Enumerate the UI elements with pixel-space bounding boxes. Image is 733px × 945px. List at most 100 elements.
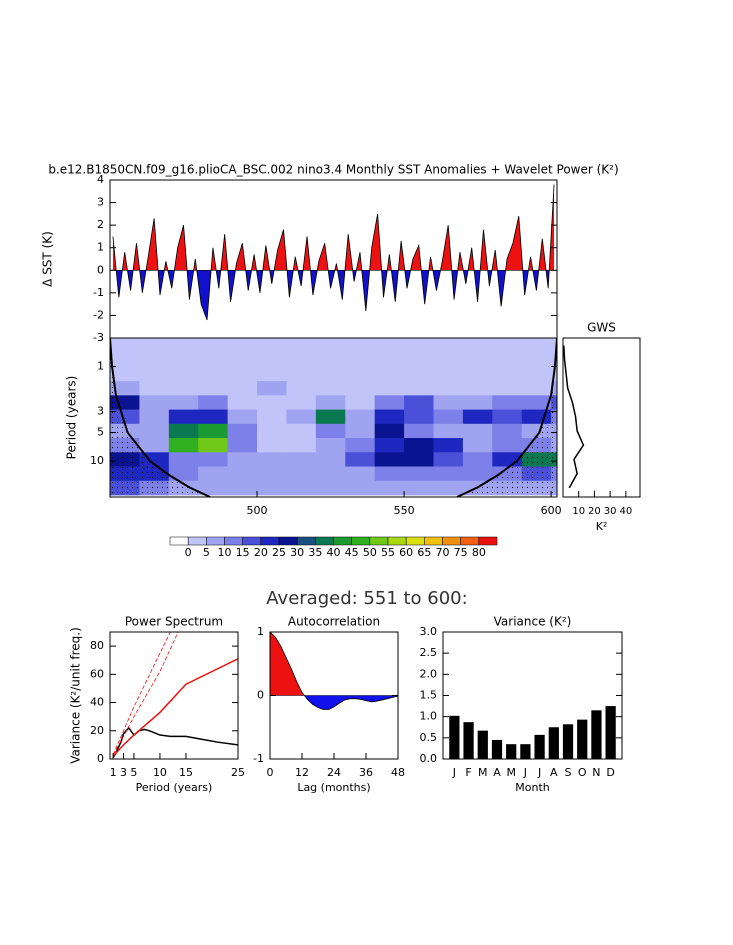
power-cell [257, 352, 287, 368]
power-cell [257, 423, 287, 439]
power-cell [227, 338, 258, 354]
power-cell [521, 366, 552, 382]
power-cell [462, 381, 493, 396]
power-cell [492, 352, 523, 368]
x-tick-label: 10 [153, 766, 167, 779]
power-cell [374, 452, 405, 468]
power-cell [345, 452, 376, 468]
power-cell [168, 452, 199, 468]
y-tick-label: -3 [93, 331, 104, 344]
power-cell [286, 352, 317, 368]
power-cell [492, 338, 523, 354]
power-cell [315, 395, 346, 411]
y-axis-label: Variance (K²/unit freq.) [69, 627, 83, 764]
power-cell [257, 452, 287, 468]
power-cell [168, 409, 199, 425]
coi-line [110, 338, 211, 497]
x-tick-label: 24 [327, 766, 341, 779]
colorbar-label: 70 [436, 546, 450, 559]
power-cell [110, 338, 140, 354]
x-tick-label: 10 [572, 506, 585, 517]
power-cell [345, 423, 376, 439]
power-cell [345, 381, 376, 396]
power-cell [257, 381, 287, 396]
y-tick-label: 40 [90, 696, 104, 709]
positive-area [112, 184, 555, 271]
power-cell [139, 338, 170, 354]
power-cell [374, 338, 405, 354]
x-axis-label: Lag (months) [297, 781, 370, 794]
x-tick-label: J [452, 766, 456, 779]
colorbar-label: 15 [236, 546, 250, 559]
power-cell [345, 395, 376, 411]
power-cell [257, 338, 287, 354]
x-tick-label: N [592, 766, 600, 779]
power-cell [257, 395, 287, 411]
power-cell [404, 352, 434, 368]
power-cell [404, 466, 434, 482]
power-cell [462, 423, 493, 439]
colorbar-label: 65 [417, 546, 431, 559]
power-cell [257, 480, 287, 496]
power-cell [168, 381, 199, 396]
power-cell [227, 438, 258, 453]
power-cell [462, 352, 493, 368]
power-cell [374, 480, 405, 496]
power-cell [286, 409, 317, 425]
x-tick-label: M [478, 766, 488, 779]
power-cell [404, 438, 434, 453]
power-cell [286, 395, 317, 411]
power-cell [198, 352, 229, 368]
power-cell [286, 452, 317, 468]
power-cell [198, 452, 229, 468]
power-cell [521, 381, 552, 396]
colorbar-label: 20 [254, 546, 268, 559]
power-cell [462, 338, 493, 354]
power-cell [374, 352, 405, 368]
power-cell [227, 452, 258, 468]
bar [591, 710, 602, 759]
power-cell [227, 395, 258, 411]
power-cell [168, 395, 199, 411]
power-cell [462, 395, 493, 411]
power-cell [257, 409, 287, 425]
colorbar-box [442, 536, 461, 546]
power-cell [433, 452, 464, 468]
power-cell [315, 423, 346, 439]
colorbar-box [260, 536, 280, 546]
bar [548, 727, 559, 759]
power-cell [492, 438, 523, 453]
y-tick-label: 1.5 [420, 689, 438, 702]
power-cell [433, 381, 464, 396]
colorbar-label: 40 [327, 546, 341, 559]
power-cell [315, 480, 346, 496]
colorbar-box [424, 536, 443, 546]
negative-area [112, 270, 555, 320]
x-tick-label: 500 [247, 504, 268, 517]
power-cell [345, 409, 376, 425]
x-tick-label: 30 [604, 506, 617, 517]
colorbar-label: 30 [290, 546, 304, 559]
colorbar-box [224, 536, 243, 546]
power-cell [198, 423, 229, 439]
section-title: Averaged: 551 to 600: [266, 588, 467, 609]
power-cell [345, 480, 376, 496]
power-cell [374, 438, 405, 453]
x-axis-label: Month [515, 781, 550, 794]
power-cell [110, 352, 140, 368]
power-cell [315, 466, 346, 482]
y-axis-label: Δ SST (K) [41, 231, 55, 287]
power-cell [315, 381, 346, 396]
power-cell [198, 366, 229, 382]
series-line [112, 632, 179, 755]
power-cell [374, 395, 405, 411]
bar [463, 722, 474, 759]
bar [491, 739, 503, 759]
x-axis-label: Period (years) [136, 781, 213, 794]
colorbar-label: 55 [381, 546, 395, 559]
power-cell [345, 366, 376, 382]
power-cell [433, 466, 464, 482]
y-tick-label: 80 [90, 639, 104, 652]
power-cell [227, 466, 258, 482]
power-cell [551, 352, 557, 368]
